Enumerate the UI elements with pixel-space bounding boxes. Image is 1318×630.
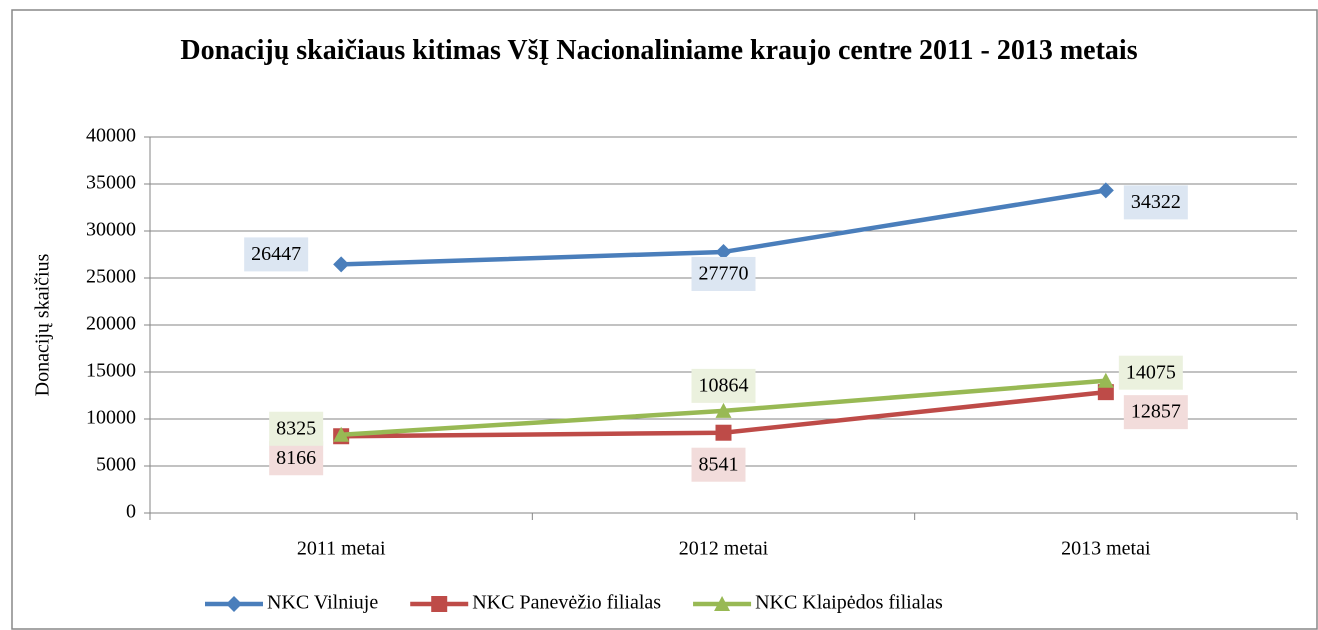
data-label: 34322 bbox=[1131, 191, 1181, 213]
data-label: 8166 bbox=[276, 447, 316, 469]
y-axis-label: Donacijų skaičius bbox=[32, 253, 54, 396]
marker bbox=[1097, 384, 1114, 401]
y-tick-label: 30000 bbox=[86, 219, 136, 241]
marker bbox=[431, 596, 448, 612]
marker bbox=[715, 424, 732, 441]
marker bbox=[333, 426, 350, 442]
y-tick-label: 5000 bbox=[96, 454, 136, 476]
y-tick-label: 20000 bbox=[86, 313, 136, 335]
data-label-box bbox=[1123, 185, 1188, 220]
y-tick-label: 35000 bbox=[86, 172, 136, 194]
y-tick-label: 40000 bbox=[86, 125, 136, 147]
chart-title: Donacijų skaičiaus kitimas VšĮ Nacionali… bbox=[180, 35, 1138, 66]
y-tick-label: 15000 bbox=[86, 360, 136, 382]
legend-label: NKC Klaipėdos filialas bbox=[755, 592, 943, 614]
y-tick-label: 10000 bbox=[86, 407, 136, 429]
data-label: 27770 bbox=[699, 263, 749, 285]
x-tick-label: 2013 metai bbox=[1061, 538, 1151, 560]
data-label-box bbox=[269, 411, 324, 446]
y-tick-label: 25000 bbox=[86, 266, 136, 288]
data-label: 8325 bbox=[276, 417, 316, 439]
marker bbox=[1097, 372, 1114, 388]
data-label-box bbox=[1118, 355, 1183, 390]
data-label: 10864 bbox=[699, 374, 749, 396]
x-tick-label: 2011 metai bbox=[297, 538, 386, 560]
x-tick-label: 2012 metai bbox=[679, 538, 769, 560]
data-label: 26447 bbox=[251, 243, 301, 265]
y-tick-label: 0 bbox=[126, 501, 136, 523]
data-label-box bbox=[269, 441, 324, 476]
marker bbox=[1097, 182, 1114, 199]
data-label-box bbox=[691, 368, 756, 403]
legend-label: NKC Vilniuje bbox=[267, 592, 378, 614]
chart-border bbox=[11, 9, 1318, 630]
data-label-box bbox=[691, 447, 746, 482]
data-label: 14075 bbox=[1126, 361, 1176, 383]
data-label: 8541 bbox=[699, 453, 739, 475]
marker bbox=[333, 256, 350, 273]
marker bbox=[714, 596, 731, 611]
data-label-box bbox=[244, 237, 309, 272]
data-label-box bbox=[1123, 395, 1188, 430]
data-label-box bbox=[691, 256, 756, 291]
data-label: 12857 bbox=[1131, 401, 1181, 423]
marker bbox=[715, 402, 732, 418]
marker bbox=[226, 596, 242, 612]
marker bbox=[715, 243, 732, 260]
legend-label: NKC Panevėžio filialas bbox=[472, 592, 661, 614]
